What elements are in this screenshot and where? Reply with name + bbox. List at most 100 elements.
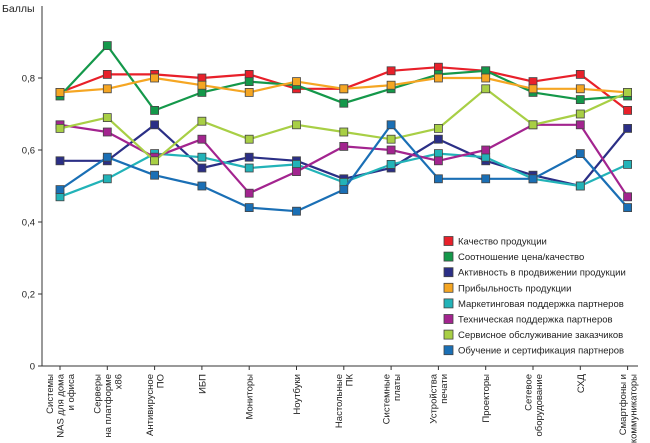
y-tick-label: 0 [30, 362, 35, 373]
data-point [150, 73, 160, 83]
x-tick-label: ИБП [197, 374, 208, 394]
data-point [433, 156, 443, 166]
x-tick-label: Системы NAS для дома и офиса [45, 373, 77, 437]
legend-item: Маркетинговая поддержка партнеров [443, 298, 624, 310]
y-tick-label: 0,6 [22, 146, 35, 157]
legend-item: Техническая поддержка партнеров [443, 314, 613, 326]
data-point [528, 120, 538, 130]
data-point [481, 73, 491, 83]
x-tick-label-line: Настольные [334, 374, 345, 428]
series-1 [55, 41, 632, 115]
data-point [244, 203, 254, 213]
y-ticks: 0 0,2 0,4 0,6 0,8 [22, 74, 42, 373]
y-tick-label: 0,8 [22, 74, 35, 85]
legend-label: Качество продукции [458, 237, 547, 248]
data-point [292, 120, 301, 130]
data-point [244, 77, 254, 86]
legend-swatch [443, 314, 454, 324]
data-point [623, 88, 632, 97]
data-point [244, 188, 254, 198]
x-tick-label-line: Ноутбуки [292, 374, 303, 415]
data-point [244, 163, 254, 173]
data-point [575, 120, 585, 130]
x-tick-label-line: Серверы [92, 374, 103, 414]
x-tick-label: Мониторы [245, 374, 256, 420]
data-point [433, 134, 443, 144]
legend-swatch [443, 282, 454, 293]
data-point [102, 127, 112, 137]
data-point [481, 174, 491, 184]
data-point [292, 77, 301, 86]
data-point [102, 70, 112, 79]
legend-item: Обучение и сертификация партнеров [443, 345, 624, 357]
data-point [339, 127, 349, 137]
data-point [433, 62, 443, 72]
axes [41, 6, 638, 367]
x-tick-label: Устройства печати [429, 373, 451, 423]
data-point [292, 206, 301, 216]
data-point [575, 109, 585, 119]
data-point [386, 80, 396, 90]
data-point [575, 181, 585, 191]
legend-swatch [443, 251, 454, 262]
data-point [197, 134, 207, 144]
data-point [55, 185, 65, 195]
data-point [623, 106, 632, 115]
x-tick-label-line: ПК [345, 374, 356, 387]
series-group [55, 41, 632, 216]
data-point [244, 134, 254, 144]
x-tick-label-line: Смартфоны и [618, 374, 629, 435]
data-point [197, 80, 207, 90]
x-tick-label-line: коммуникаторы [628, 374, 639, 443]
x-tick-label-line: Мониторы [245, 374, 256, 420]
data-point [623, 192, 632, 202]
y-tick-label: 0,4 [22, 218, 35, 229]
data-point [433, 174, 443, 184]
x-tick-label-line: СХД [576, 373, 587, 393]
x-tick-label-line: платы [392, 374, 403, 401]
legend-swatch [443, 329, 454, 340]
data-point [150, 156, 160, 166]
data-point [197, 181, 207, 191]
legend-label: Активность в продвижении продукции [458, 268, 626, 279]
legend-item: Качество продукции [443, 236, 547, 248]
data-point [55, 124, 65, 133]
data-point [339, 98, 349, 108]
data-point [433, 73, 443, 83]
x-tick-label-line: Системные [381, 374, 392, 424]
data-point [102, 84, 112, 94]
legend-item: Соотношение цена/качество [443, 251, 584, 263]
legend-item: Активность в продвижении продукции [443, 267, 626, 279]
data-point [575, 84, 585, 94]
data-point [244, 88, 254, 97]
data-point [386, 134, 396, 144]
legend: Качество продукции Соотношение цена/качес… [443, 236, 626, 357]
data-point [102, 152, 112, 162]
x-tick-label-line: x86 [113, 374, 124, 389]
data-point [481, 145, 491, 155]
legend-label: Прибыльность продукции [458, 283, 571, 294]
x-tick-label: Проекторы [481, 374, 492, 423]
series-6 [55, 84, 632, 166]
data-point [575, 149, 585, 159]
data-point [150, 170, 160, 180]
data-point [244, 152, 254, 162]
data-point [102, 174, 112, 184]
legend-swatch [443, 298, 454, 309]
legend-label: Соотношение цена/качество [458, 252, 584, 263]
x-tick-label: Ноутбуки [292, 374, 303, 415]
data-point [55, 156, 65, 166]
x-tick-label-line: Сетевое [523, 374, 534, 411]
data-point [197, 152, 207, 162]
data-point [528, 84, 538, 94]
legend-item: Сервисное обслуживание заказчиков [443, 329, 623, 341]
x-tick-label-line: Антивирусное [145, 374, 156, 436]
data-point [55, 88, 65, 97]
data-point [386, 66, 396, 76]
legend-swatch [443, 267, 454, 278]
x-tick-label: Смартфоны и коммуникаторы [618, 374, 640, 443]
x-tick-label: Настольные ПК [334, 374, 356, 429]
data-point [150, 120, 160, 130]
legend-item: Прибыльность продукции [443, 282, 571, 294]
